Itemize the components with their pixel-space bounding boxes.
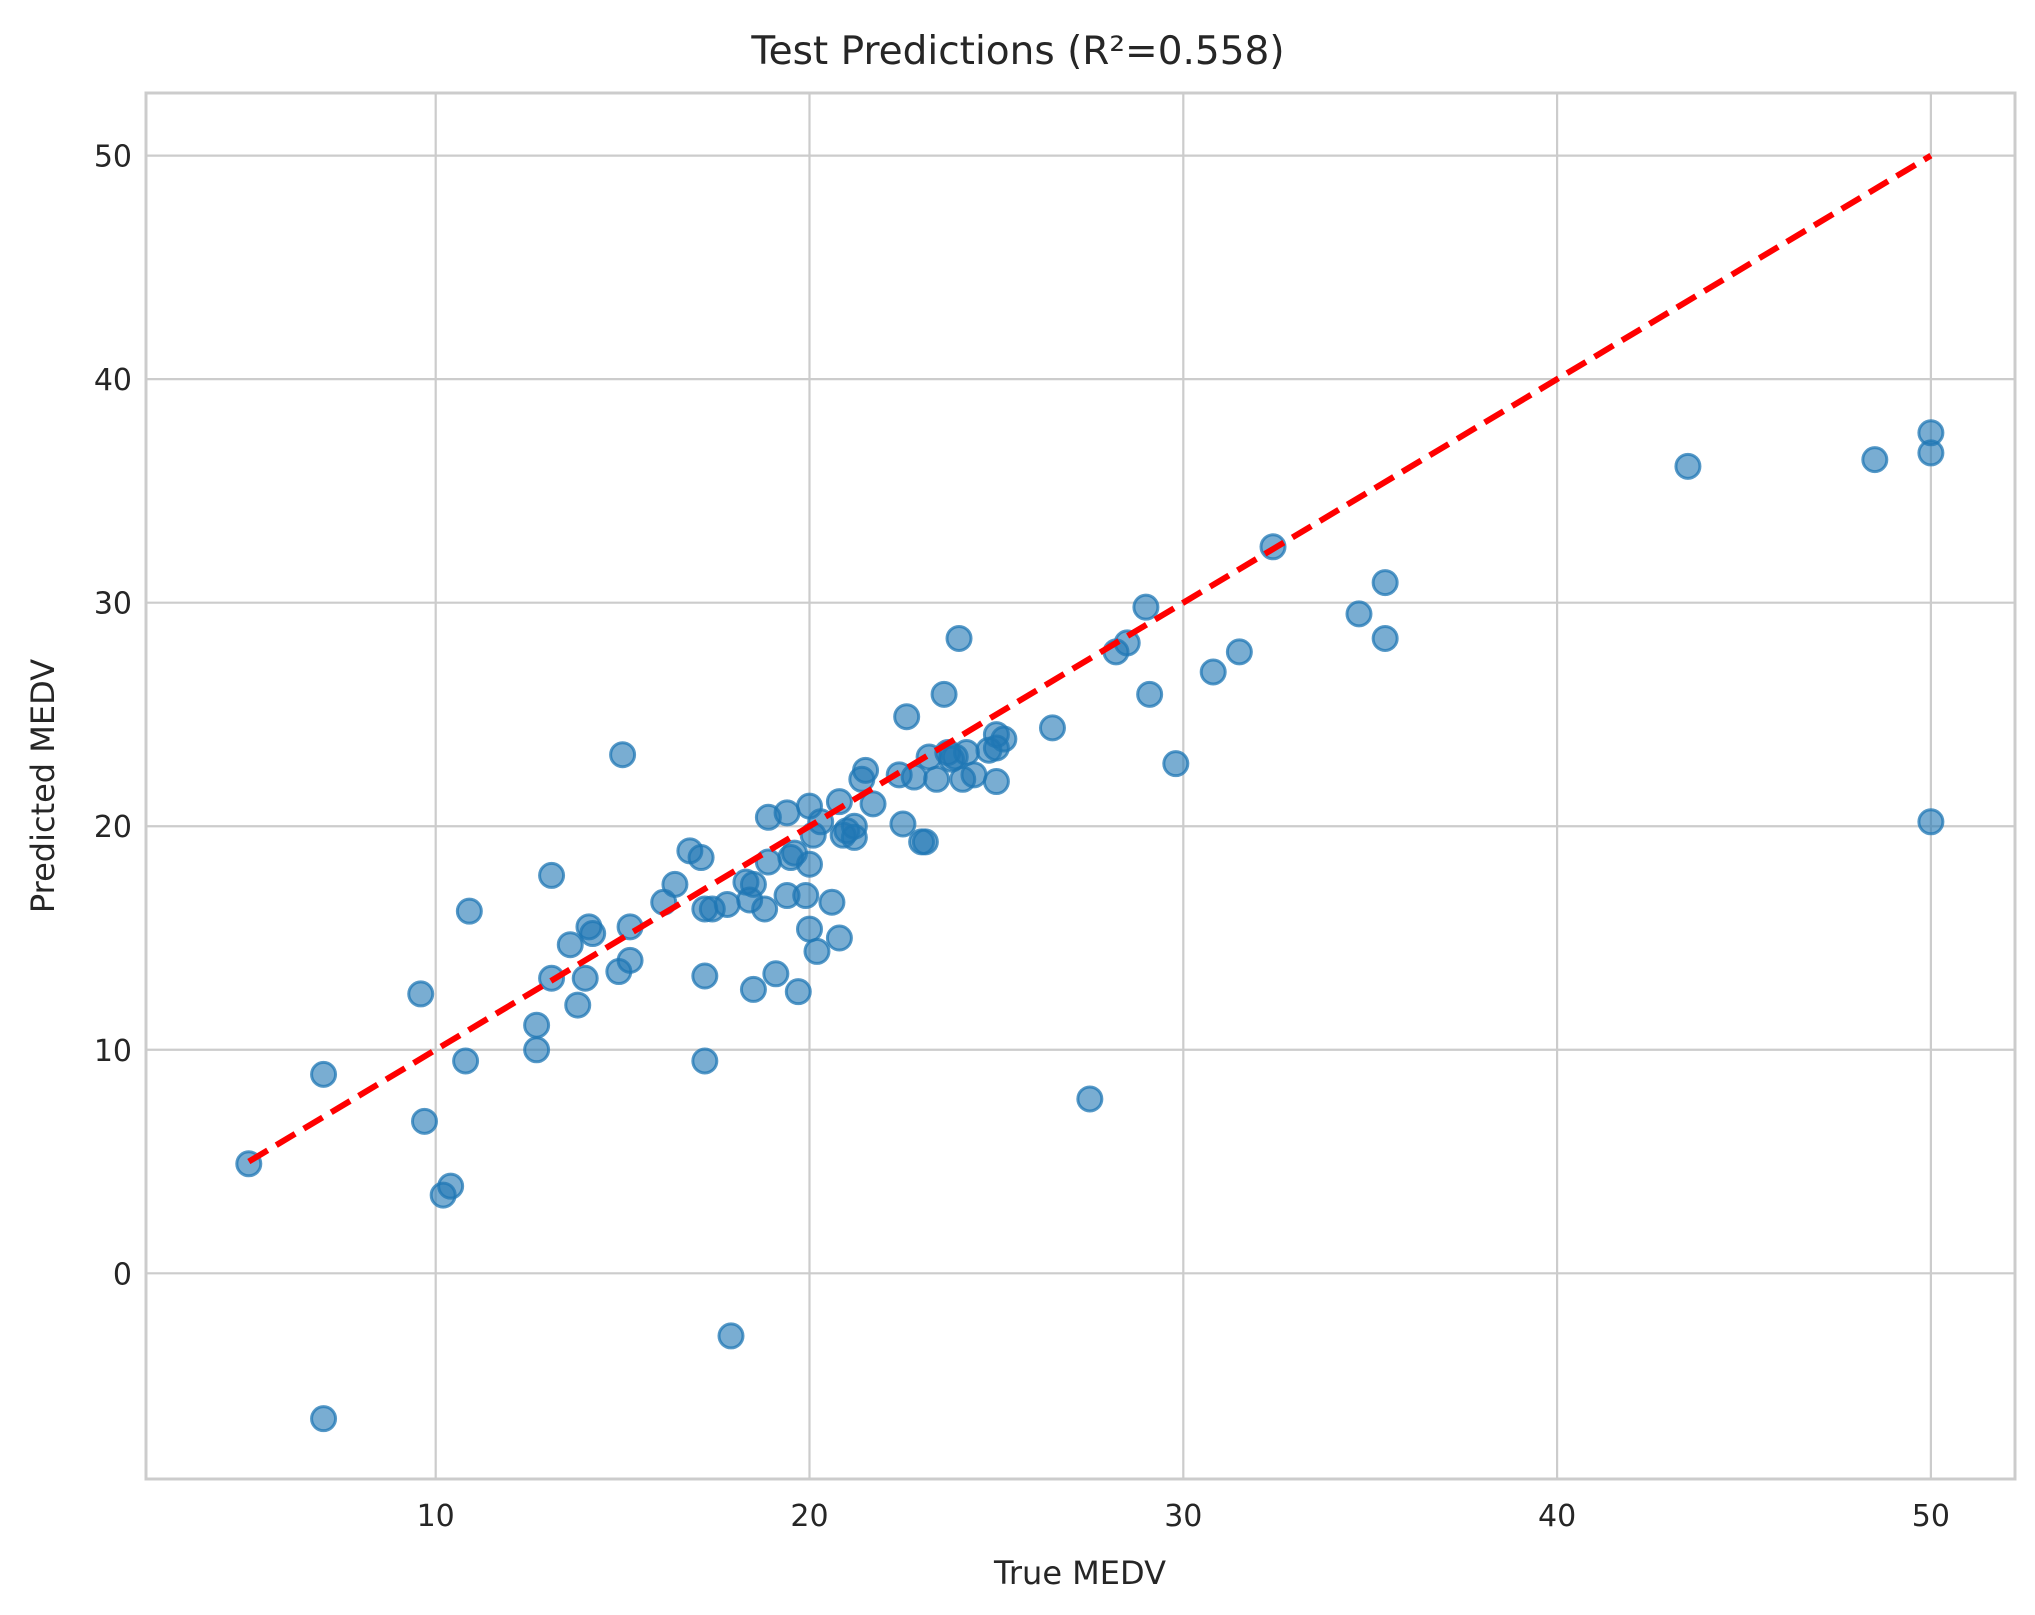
data-point <box>773 799 801 827</box>
data-point <box>930 680 958 708</box>
data-point <box>1076 1085 1104 1113</box>
data-point <box>523 1011 551 1039</box>
x-tick-label: 20 <box>790 1499 828 1534</box>
data-point <box>889 810 917 838</box>
x-tick-label: 30 <box>1164 1499 1202 1534</box>
chart-title: Test Predictions (R²=0.558) <box>750 29 1284 74</box>
y-tick-labels: 0 10 20 30 40 50 <box>94 140 132 1293</box>
data-point <box>1345 600 1373 628</box>
data-point <box>410 1107 438 1135</box>
reference-line <box>247 153 1933 1165</box>
data-points <box>235 419 1945 1433</box>
x-tick-labels: 10 20 30 40 50 <box>417 1499 1950 1534</box>
data-point <box>795 850 823 878</box>
data-point <box>911 828 939 856</box>
data-point <box>616 946 644 974</box>
data-point <box>310 1060 338 1088</box>
data-point <box>579 920 607 948</box>
data-point <box>661 870 689 898</box>
x-tick-label: 40 <box>1538 1499 1576 1534</box>
data-point <box>803 937 831 965</box>
y-tick-label: 20 <box>94 810 132 845</box>
data-point <box>1371 624 1399 652</box>
data-point <box>1861 446 1889 474</box>
data-point <box>990 725 1018 753</box>
plot-area <box>146 93 2015 1479</box>
data-point <box>452 1047 480 1075</box>
data-point <box>564 991 592 1019</box>
y-tick-label: 50 <box>94 140 132 175</box>
data-point <box>1162 750 1190 778</box>
data-point <box>691 1047 719 1075</box>
data-point <box>717 1322 745 1350</box>
data-point <box>1917 808 1945 836</box>
data-point <box>571 964 599 992</box>
data-point <box>1674 452 1702 480</box>
data-point <box>739 975 767 1003</box>
data-point <box>923 765 951 793</box>
data-point <box>784 978 812 1006</box>
data-point <box>687 844 715 872</box>
data-point <box>960 761 988 789</box>
data-point <box>1225 638 1253 666</box>
data-point <box>795 915 823 943</box>
data-point <box>310 1405 338 1433</box>
data-point <box>982 768 1010 796</box>
data-point <box>1132 593 1160 621</box>
data-point <box>792 882 820 910</box>
grid-lines <box>146 93 2015 1479</box>
data-point <box>691 962 719 990</box>
data-point <box>1136 680 1164 708</box>
data-point <box>523 1036 551 1064</box>
data-point <box>840 823 868 851</box>
data-point <box>713 890 741 918</box>
data-point <box>609 741 637 769</box>
data-point <box>1038 714 1066 742</box>
data-point <box>538 861 566 889</box>
data-point <box>556 931 584 959</box>
data-point <box>825 924 853 952</box>
data-point <box>437 1172 465 1200</box>
y-tick-label: 30 <box>94 587 132 622</box>
y-tick-label: 0 <box>113 1257 132 1292</box>
x-axis-label: True MEDV <box>993 1554 1166 1592</box>
data-point <box>1917 439 1945 467</box>
y-tick-label: 10 <box>94 1034 132 1069</box>
x-tick-label: 10 <box>417 1499 455 1534</box>
data-point <box>852 756 880 784</box>
data-point <box>818 888 846 916</box>
data-point <box>762 960 790 988</box>
data-point <box>859 790 887 818</box>
data-point <box>1199 658 1227 686</box>
data-point <box>945 624 973 652</box>
data-point <box>751 895 779 923</box>
data-point <box>893 703 921 731</box>
data-point <box>739 870 767 898</box>
x-tick-label: 50 <box>1912 1499 1950 1534</box>
plot-frame <box>144 91 2017 1481</box>
y-axis-label: Predicted MEDV <box>24 659 62 913</box>
data-point <box>952 738 980 766</box>
data-point <box>1371 569 1399 597</box>
data-point <box>407 980 435 1008</box>
data-point <box>455 897 483 925</box>
y-tick-label: 40 <box>94 363 132 398</box>
